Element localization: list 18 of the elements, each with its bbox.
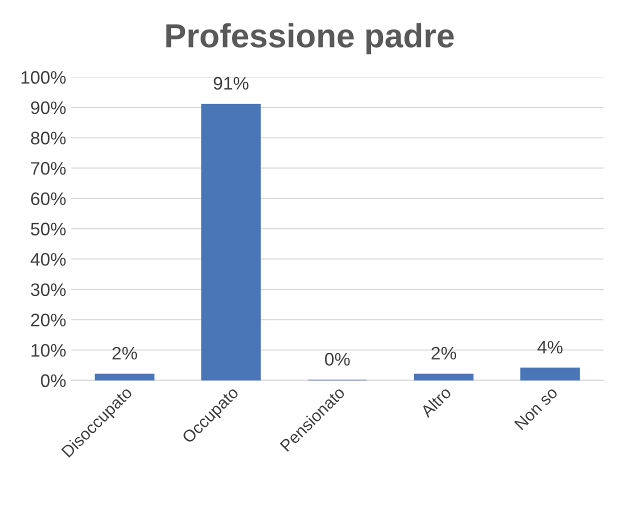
- y-tick-label: 0%: [40, 374, 66, 388]
- y-tick-label: 20%: [31, 314, 66, 326]
- y-tick-label: 40%: [30, 252, 66, 266]
- y-tick-label: 90%: [31, 101, 66, 114]
- y-tick-label: 100%: [22, 71, 66, 84]
- y-tick-label: 10%: [32, 344, 66, 357]
- data-label: 91%: [214, 76, 248, 90]
- y-tick-label: 60%: [31, 192, 66, 206]
- data-label: 2%: [432, 346, 456, 360]
- y-tick-label: 30%: [30, 283, 66, 296]
- x-tick-label: Non so: [514, 386, 558, 430]
- data-label: 2%: [112, 346, 138, 360]
- y-tick-label: 80%: [30, 132, 66, 144]
- y-tick-label: 50%: [30, 222, 66, 236]
- chart-title: Professione padre: [166, 23, 454, 54]
- data-label: 4%: [537, 340, 562, 354]
- data-label: 0%: [325, 352, 350, 366]
- y-tick-label: 70%: [31, 162, 66, 175]
